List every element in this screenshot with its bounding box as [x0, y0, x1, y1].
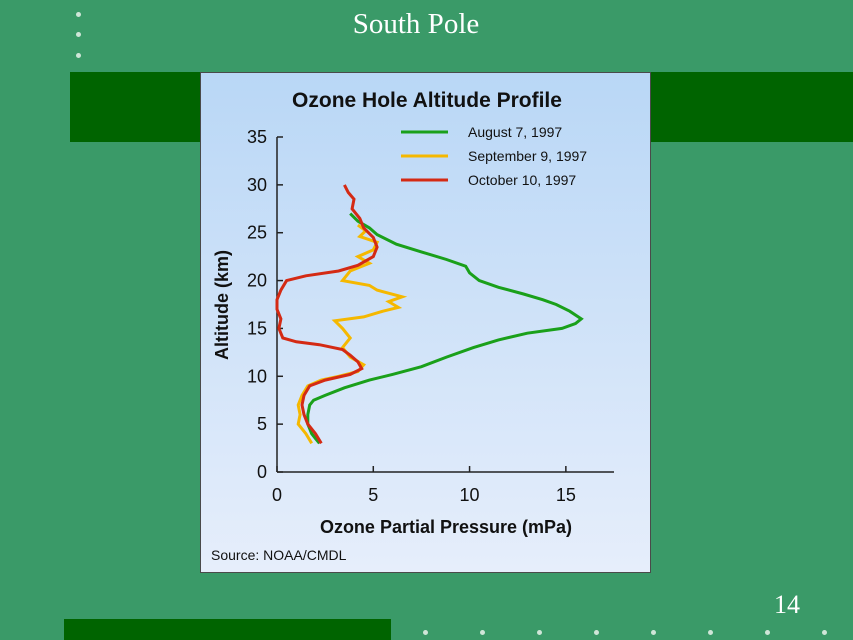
footer-dot: [537, 630, 542, 635]
y-tick-label: 10: [247, 366, 267, 386]
ozone-chart: Ozone Hole Altitude Profile 0 5 10 15 0 5 10 1…: [201, 73, 650, 572]
top-dot: [76, 32, 81, 37]
y-tick-label: 25: [247, 223, 267, 243]
y-tick-label: 35: [247, 127, 267, 147]
top-dot: [76, 53, 81, 58]
footer-dot: [651, 630, 656, 635]
series-line-1: [306, 212, 584, 445]
series-group: [275, 184, 584, 445]
footer-dot: [480, 630, 485, 635]
legend-label: August 7, 1997: [468, 124, 562, 140]
series-line-3: [275, 184, 379, 445]
x-axis: 0 5 10 15: [272, 466, 614, 505]
series-line-2: [296, 223, 408, 445]
y-tick-label: 5: [257, 414, 267, 434]
header-band-right: [650, 72, 853, 142]
y-tick-label: 30: [247, 175, 267, 195]
footer-dot: [423, 630, 428, 635]
y-tick-label: 0: [257, 462, 267, 482]
footer-dot: [708, 630, 713, 635]
source-note: Source: NOAA/CMDL: [211, 547, 347, 563]
footer-dot: [822, 630, 827, 635]
header-band-left: [70, 72, 202, 142]
slide-number: 14: [774, 590, 800, 619]
y-axis-label: Altitude (km): [212, 250, 232, 360]
x-tick-label: 15: [556, 485, 576, 505]
x-tick-label: 5: [368, 485, 378, 505]
x-tick-label: 10: [460, 485, 480, 505]
chart-title: Ozone Hole Altitude Profile: [292, 89, 562, 112]
chart-panel: Ozone Hole Altitude Profile 0 5 10 15 0 5 10 1…: [200, 72, 651, 573]
legend-label: October 10, 1997: [468, 172, 576, 188]
footer-dot: [765, 630, 770, 635]
top-dot: [76, 12, 81, 17]
y-tick-label: 15: [247, 318, 267, 338]
slide-title: South Pole: [352, 8, 480, 40]
x-axis-label: Ozone Partial Pressure (mPa): [320, 517, 572, 537]
y-tick-label: 20: [247, 271, 267, 291]
footer-dot: [594, 630, 599, 635]
footer-band: [64, 619, 391, 640]
legend-label: September 9, 1997: [468, 148, 587, 164]
x-tick-label: 0: [272, 485, 282, 505]
legend: August 7, 1997 September 9, 1997 October 1…: [401, 124, 587, 188]
